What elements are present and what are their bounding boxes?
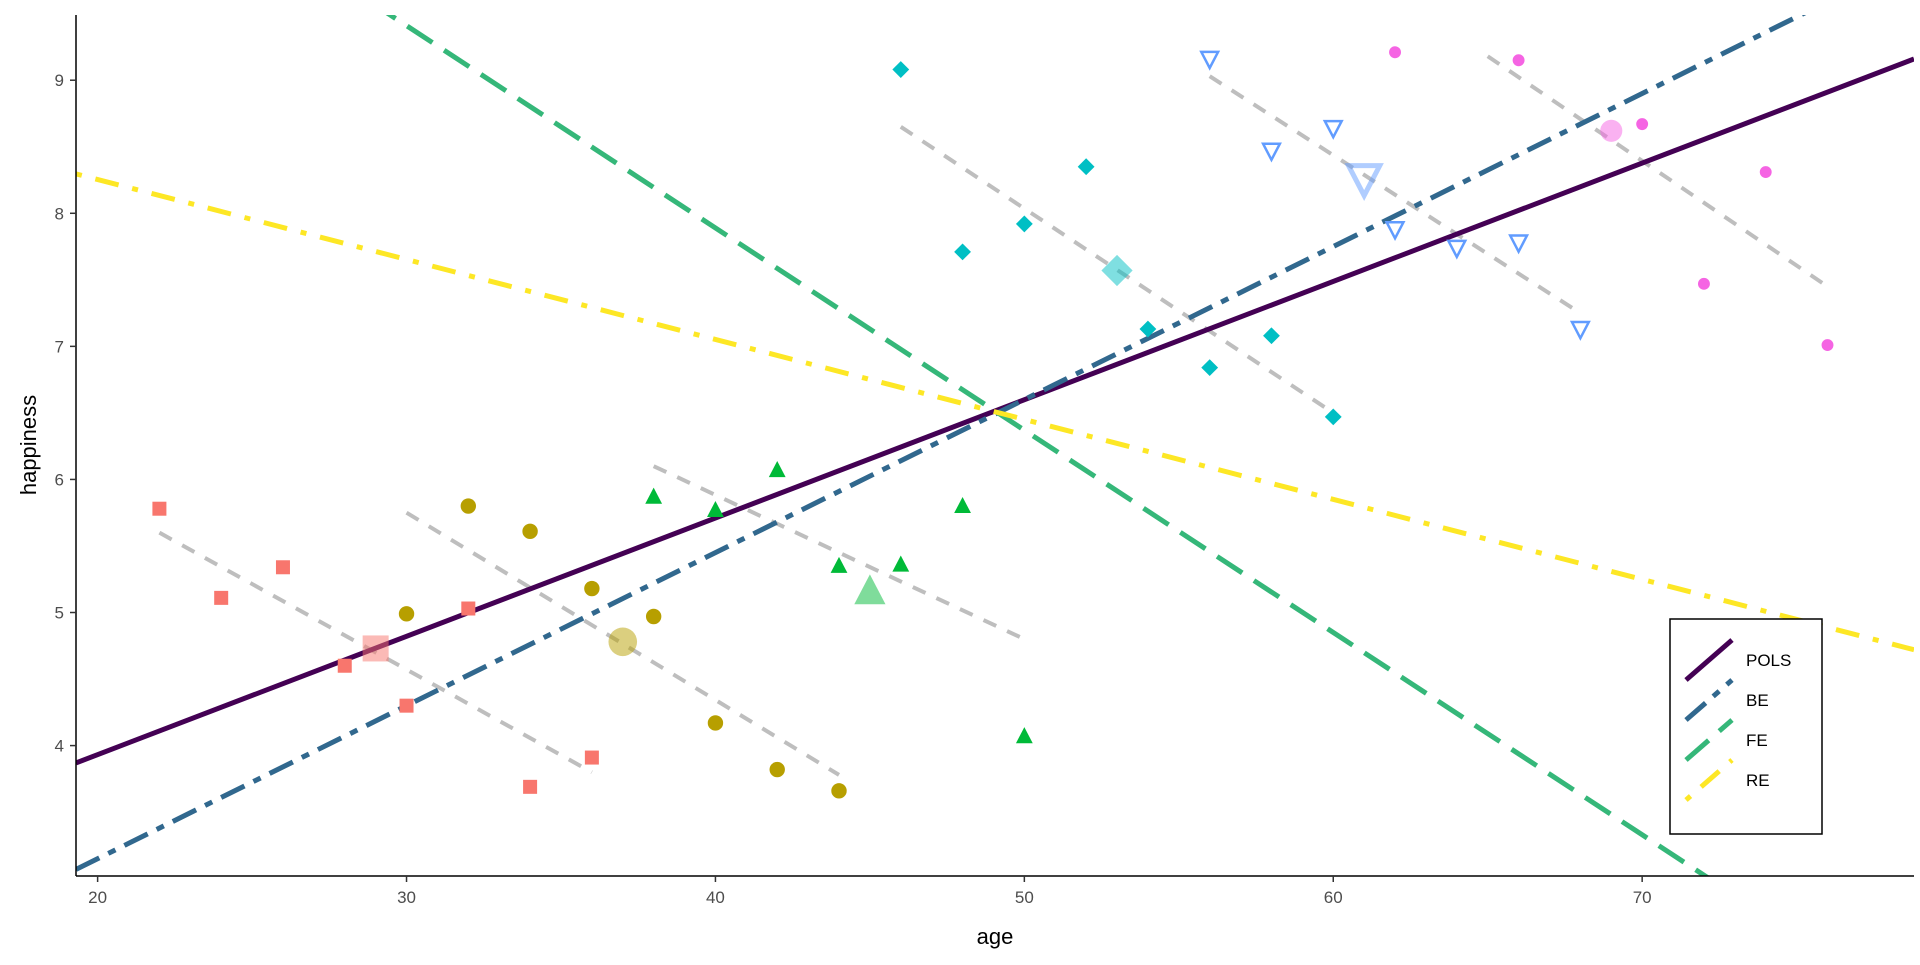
data-point [1512,54,1525,67]
legend-label: FE [1746,731,1768,750]
data-point [214,590,229,605]
within-group-line [899,125,1335,415]
legend-key-fe [1684,718,1734,762]
data-point [337,658,352,673]
data-point [831,783,847,799]
data-point [522,523,538,540]
data-point [275,560,290,575]
data-point [830,556,848,573]
legend-key-pols [1684,638,1734,682]
y-tick-label: 6 [55,470,64,489]
y-axis-ticks: 4 5 6 7 8 9 [55,71,76,756]
data-point [645,608,662,625]
data-point [1508,234,1530,255]
data-point [1077,158,1095,176]
x-tick-label: 70 [1633,888,1652,907]
data-point [1569,320,1591,341]
data-point [1015,727,1033,744]
legend-label: RE [1746,771,1770,790]
legend-label: BE [1746,691,1769,710]
regression-line-re [76,171,1914,653]
data-point [954,496,971,514]
within-group-line [1486,54,1829,289]
data-point [584,750,599,765]
group-mean-point [608,627,638,657]
data-point [1759,166,1772,178]
data-point [1261,142,1282,163]
within-group-line [652,464,1026,641]
group-mean-point [1344,163,1384,201]
data-point [1324,408,1342,426]
data-point [398,606,415,622]
y-tick-label: 4 [55,737,64,756]
data-point [1201,359,1219,377]
legend-box [1669,618,1823,835]
data-point [1199,50,1221,71]
x-tick-label: 30 [397,888,416,907]
data-point [1697,277,1710,290]
x-tick-label: 40 [706,888,725,907]
group-mean-point [1101,254,1133,287]
within-group-line [405,510,841,777]
data-point [892,555,910,572]
legend-key-re [1684,758,1734,802]
data-point [460,498,477,514]
y-axis-title: happiness [16,395,41,495]
regression-line-fe [385,15,1710,876]
y-tick-label: 9 [55,71,64,90]
y-tick-label: 8 [55,204,64,223]
data-point [1384,221,1406,242]
data-points [152,46,1834,799]
data-point [1636,118,1649,131]
data-point [707,500,724,518]
x-axis-ticks: 20 30 40 50 60 70 [88,876,1652,907]
legend-label: POLS [1746,651,1791,670]
group-mean-point [854,574,886,605]
data-point [1389,46,1401,59]
data-point [1015,215,1033,233]
data-point [892,61,910,78]
regression-line-be [76,15,1807,872]
regression-lines [76,15,1914,876]
within-group-lines [158,54,1829,777]
x-tick-label: 60 [1324,888,1343,907]
data-point [1322,119,1344,140]
data-point [1263,327,1280,345]
group-mean-point [1600,119,1623,142]
data-point [1821,339,1834,351]
data-point [1139,320,1157,338]
y-tick-label: 5 [55,604,64,623]
y-tick-label: 7 [55,337,64,356]
data-point [768,461,786,478]
x-tick-label: 50 [1015,888,1034,907]
x-tick-label: 20 [88,888,107,907]
data-point [399,698,414,713]
data-point [461,601,476,616]
data-point [707,715,724,731]
data-point [954,243,971,261]
data-point [152,501,167,516]
data-point [523,779,538,794]
group-mean-point [362,635,389,662]
data-point [769,761,785,778]
data-point [645,487,663,504]
x-axis-title: age [977,924,1014,949]
within-group-line [1208,74,1582,315]
legend: POLS BE FE RE [1669,618,1823,835]
data-point [1446,239,1468,260]
data-point [584,580,600,597]
legend-key-be [1684,678,1734,722]
